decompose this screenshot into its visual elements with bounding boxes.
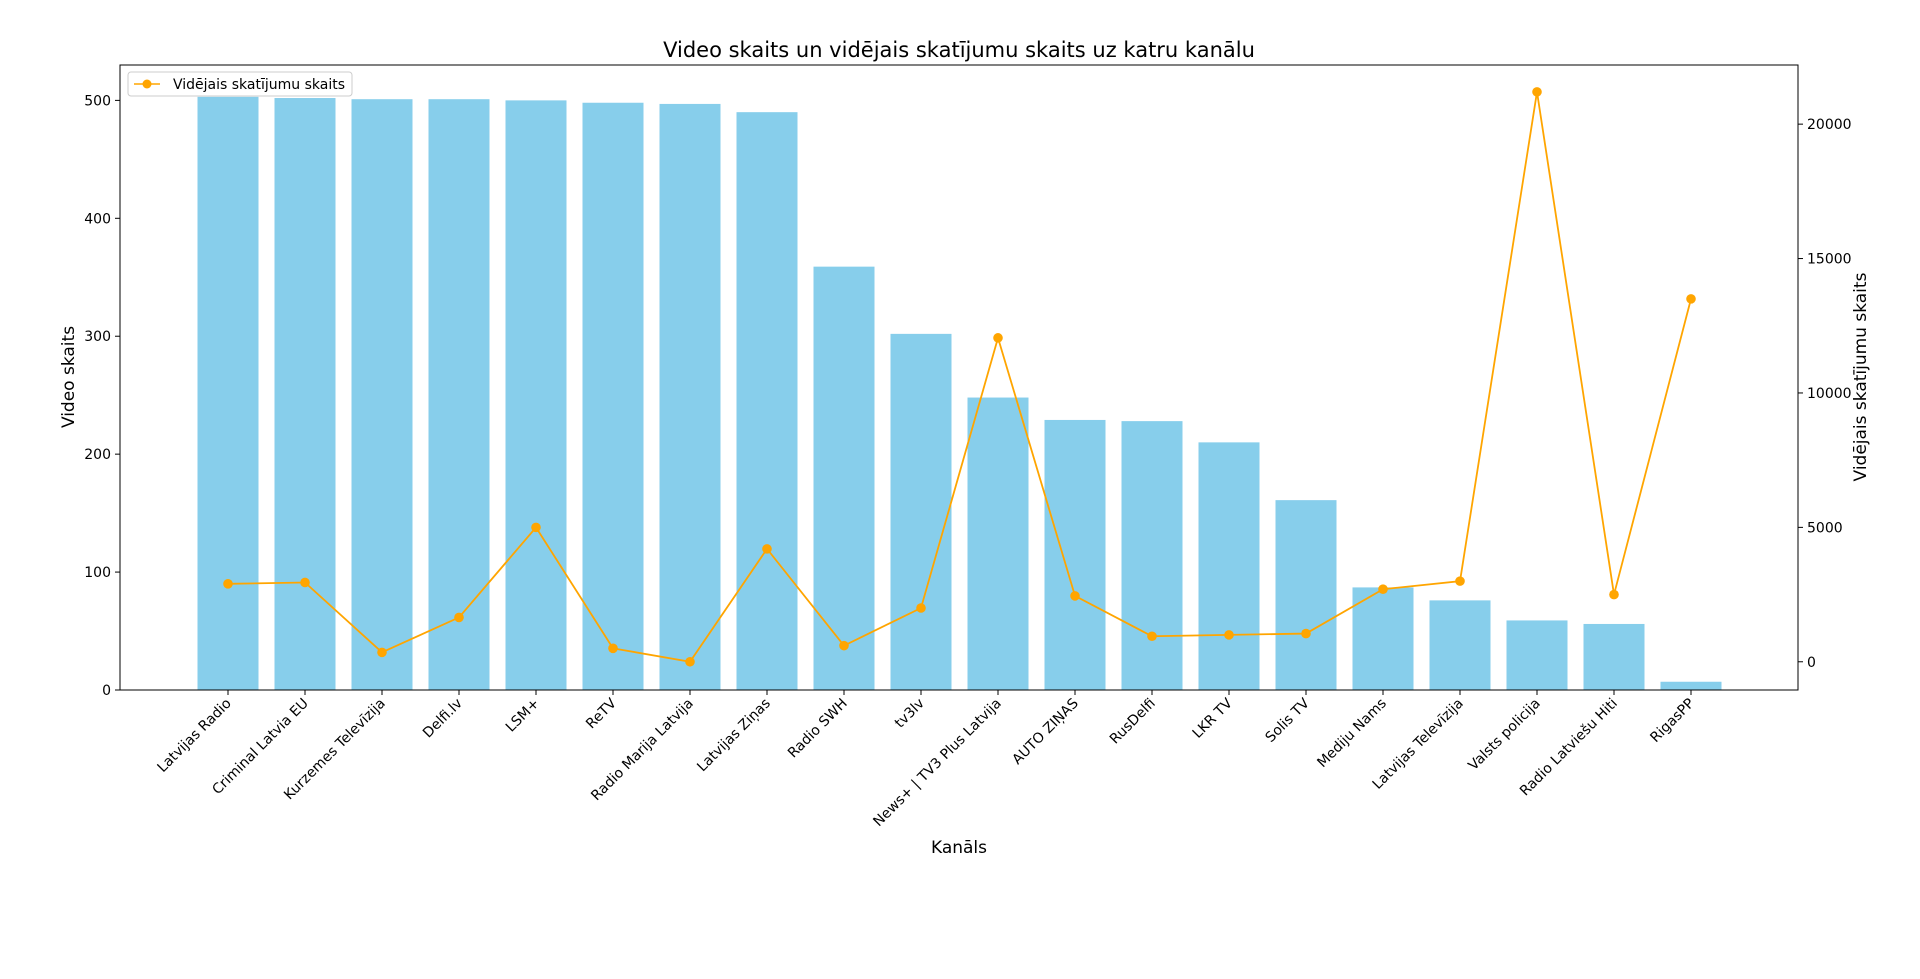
x-tick-label: RusDelfi [1107, 696, 1159, 748]
y-tick-label-left: 300 [84, 329, 111, 345]
bar [1660, 681, 1722, 690]
y-tick-label-left: 500 [84, 93, 111, 109]
y-tick-label-right: 15000 [1807, 252, 1852, 268]
bar [582, 102, 644, 691]
y-tick-label-left: 0 [102, 683, 111, 699]
y-tick-label-right: 5000 [1807, 520, 1843, 536]
line-point [608, 643, 618, 654]
legend: Vidējais skatījumu skaits [127, 71, 353, 97]
y-tick-label-left: 200 [84, 447, 111, 463]
y-tick-label-left: 100 [84, 565, 111, 581]
y-axis-left: 0 100 200 300 400 500 [84, 93, 120, 699]
bar [890, 333, 952, 690]
bar [197, 96, 259, 691]
bar [813, 266, 875, 690]
x-tick-label: Valsts policija [1465, 696, 1543, 774]
line-point [454, 612, 464, 623]
x-tick-label: AUTO ZIŅAS [1009, 695, 1082, 768]
line-point [1224, 630, 1234, 640]
line-point [1301, 628, 1311, 639]
bars-layer [197, 96, 1722, 691]
y-tick-label-left: 400 [84, 211, 111, 227]
line-layer [223, 87, 1696, 667]
bar [1352, 587, 1414, 690]
bar [351, 99, 413, 690]
y-tick-label-right: 10000 [1807, 386, 1852, 402]
x-tick-label: Mediju Nams [1314, 696, 1389, 771]
x-tick-label: RigasPP [1647, 696, 1697, 746]
line-point [223, 579, 233, 589]
line-point [993, 333, 1003, 343]
y-axis-right: 0 5000 10000 15000 20000 [1798, 117, 1852, 671]
legend-marker-swatch [142, 79, 152, 89]
x-axis-label: Kanāls [931, 838, 987, 858]
y-tick-label-right: 20000 [1807, 117, 1852, 133]
series-line [227, 91, 1692, 663]
line-point [1532, 87, 1542, 97]
line-point [300, 577, 310, 588]
line-point [531, 522, 541, 533]
bar [1275, 500, 1337, 690]
x-tick-label: LSM+ [503, 696, 543, 736]
line-point [1378, 584, 1388, 594]
line-point [377, 647, 387, 658]
line-point [1609, 589, 1619, 600]
bar [659, 103, 721, 691]
line-point [916, 603, 926, 613]
line-point [685, 656, 695, 667]
bar [967, 397, 1029, 690]
bar [1198, 442, 1260, 690]
line-point [1686, 294, 1696, 304]
line-point [839, 640, 849, 651]
y-tick-label-right: 0 [1807, 655, 1816, 671]
y-axis-label-left: Video skaits [59, 326, 79, 428]
line-point [1070, 591, 1080, 601]
bar [1044, 419, 1106, 690]
bar [1121, 421, 1183, 690]
bar [505, 100, 567, 690]
legend-entry-label: Vidējais skatījumu skaits [173, 77, 345, 93]
legend-box [127, 71, 353, 97]
x-tick-label: Radio SWH [785, 696, 851, 762]
x-tick-label: Solis TV [1263, 695, 1314, 746]
x-tick-label: News+ | TV3 Plus Latvija [870, 696, 1004, 830]
bar [1506, 620, 1568, 690]
x-tick-label: Latvijas Radio [154, 696, 234, 776]
x-tick-label: Latvijas Ziņas [694, 696, 774, 776]
bar [1429, 600, 1491, 690]
x-tick-label: Delfi.lv [420, 696, 466, 742]
bar [1583, 623, 1645, 690]
chart-title: Video skaits un vidējais skatījumu skait… [663, 38, 1255, 62]
bar [736, 112, 798, 691]
plot-frame [119, 64, 1799, 691]
y-axis-label-right: Vidējais skatījumu skaits [1851, 272, 1871, 481]
x-tick-label: tv3lv [892, 696, 928, 732]
x-tick-label: ReTV [583, 695, 620, 732]
line-point [762, 544, 772, 554]
line-point [1455, 576, 1465, 586]
x-tick-label: LKR TV [1190, 695, 1236, 741]
bar [428, 99, 490, 690]
line-point [1147, 631, 1157, 642]
bar [274, 98, 336, 690]
